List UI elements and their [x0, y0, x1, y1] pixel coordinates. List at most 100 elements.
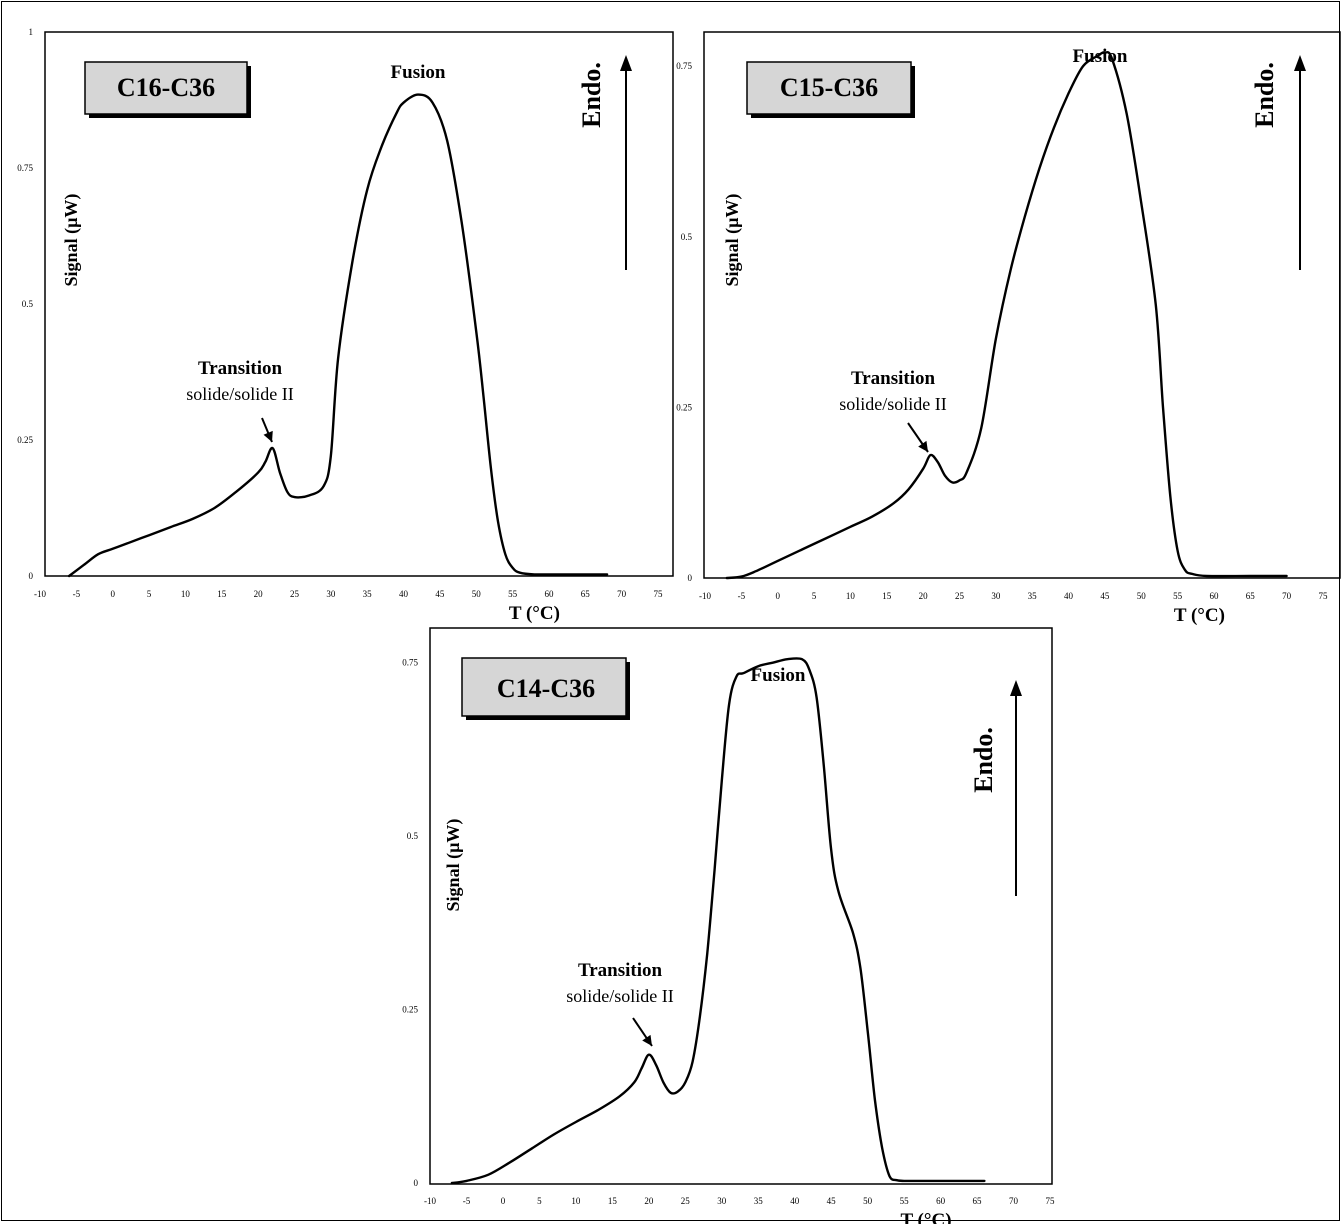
x-tick-label: 65: [1246, 591, 1256, 601]
transition-sublabel: solide/solide II: [839, 394, 946, 414]
transition-pointer-arrowhead: [263, 430, 273, 442]
transition-pointer-arrowhead: [642, 1034, 652, 1046]
x-tick-label: 35: [363, 589, 373, 599]
y-tick-label: 0.5: [22, 299, 34, 309]
plot-frame: [703, 31, 1341, 579]
endo-arrowhead: [1294, 55, 1306, 71]
y-tick-label: 1: [29, 27, 34, 37]
x-tick-label: 0: [775, 591, 780, 601]
chart-panel-C16-C36: 0 0.25 0.5 0.75 1 -10 -5 0 5 10 15 20 25 30 35 40 45 50 55…: [17, 27, 674, 624]
x-tick-label: 75: [1319, 591, 1329, 601]
x-tick-label: 35: [754, 1196, 764, 1206]
x-tick-label: 30: [991, 591, 1001, 601]
y-tick-label: 0.25: [17, 435, 33, 445]
x-tick-label: 30: [326, 589, 336, 599]
x-tick-label: 55: [508, 589, 518, 599]
x-tick-label: 70: [1009, 1196, 1019, 1206]
x-tick-label: 65: [973, 1196, 983, 1206]
sample-label: C15-C36: [780, 73, 878, 102]
transition-label: Transition: [578, 960, 663, 981]
chart-panel-C15-C36: 0 0.25 0.5 0.75 -10 -5 0 5 10 15 20 25 30 35 40 45 50 55 6…: [676, 31, 1341, 626]
x-tick-label: 20: [919, 591, 929, 601]
sample-label: C14-C36: [497, 674, 595, 703]
x-tick-label: 15: [608, 1196, 618, 1206]
dsc-curve: [450, 657, 986, 1185]
x-tick-label: 70: [617, 589, 627, 599]
endo-label: Endo.: [1250, 62, 1279, 128]
x-tick-label: 40: [1064, 591, 1074, 601]
y-axis-label: Signal (µW): [722, 194, 743, 287]
x-tick-label: 0: [501, 1196, 506, 1206]
x-tick-label: 65: [581, 589, 591, 599]
y-tick-label: 0.25: [402, 1005, 418, 1015]
endo-arrowhead: [1010, 680, 1022, 696]
x-tick-label: 10: [846, 591, 856, 601]
sample-box: [746, 61, 912, 115]
x-tick-label: 25: [681, 1196, 691, 1206]
dsc-curve: [67, 93, 609, 578]
plot-frame: [44, 31, 674, 577]
y-tick-label: 0.25: [676, 402, 692, 412]
y-tick-label: 0.75: [402, 658, 418, 668]
sample-box: [84, 61, 248, 115]
x-tick-label: 45: [435, 589, 445, 599]
x-tick-label: 5: [537, 1196, 542, 1206]
y-tick-label: 0.5: [681, 232, 693, 242]
x-tick-label: 60: [936, 1196, 946, 1206]
x-tick-label: 55: [1173, 591, 1183, 601]
y-tick-label: 0: [414, 1178, 419, 1188]
transition-label: Transition: [851, 368, 936, 389]
x-tick-label: -5: [738, 591, 746, 601]
transition-pointer-arrowhead: [918, 440, 928, 452]
x-tick-label: 60: [1209, 591, 1219, 601]
x-tick-label: 35: [1028, 591, 1038, 601]
dsc-curve: [725, 50, 1288, 580]
x-tick-label: 40: [399, 589, 409, 599]
x-tick-label: -10: [699, 591, 711, 601]
x-axis-label: T (°C): [900, 1210, 951, 1224]
x-tick-label: -10: [424, 1196, 436, 1206]
x-tick-label: 75: [654, 589, 664, 599]
x-tick-label: 10: [571, 1196, 581, 1206]
endo-label: Endo.: [577, 62, 606, 128]
x-axis-label: T (°C): [509, 603, 560, 624]
x-tick-label: 25: [955, 591, 965, 601]
x-tick-label: 45: [827, 1196, 837, 1206]
x-tick-label: 20: [644, 1196, 654, 1206]
transition-label: Transition: [198, 358, 283, 379]
sample-label: C16-C36: [117, 73, 215, 102]
x-tick-label: 5: [147, 589, 152, 599]
x-tick-label: 50: [863, 1196, 873, 1206]
y-axis-label: Signal (µW): [61, 194, 82, 287]
x-tick-label: 10: [181, 589, 191, 599]
y-tick-label: 0: [688, 573, 693, 583]
transition-sublabel: solide/solide II: [566, 986, 673, 1006]
transition-sublabel: solide/solide II: [186, 384, 293, 404]
endo-label: Endo.: [969, 727, 998, 793]
fusion-label: Fusion: [1073, 46, 1128, 67]
x-tick-label: 40: [790, 1196, 800, 1206]
y-axis-label: Signal (µW): [443, 819, 464, 912]
x-tick-label: 60: [544, 589, 554, 599]
x-tick-label: -5: [73, 589, 81, 599]
fusion-label: Fusion: [751, 665, 806, 686]
x-tick-label: 55: [900, 1196, 910, 1206]
fusion-label: Fusion: [391, 62, 446, 83]
x-tick-label: 70: [1282, 591, 1292, 601]
x-axis-label: T (°C): [1174, 605, 1225, 626]
x-tick-label: 50: [1137, 591, 1147, 601]
x-tick-label: 50: [472, 589, 482, 599]
endo-arrowhead: [620, 55, 632, 71]
x-tick-label: 45: [1100, 591, 1110, 601]
x-tick-label: -10: [34, 589, 46, 599]
x-tick-label: 30: [717, 1196, 727, 1206]
sample-box: [461, 657, 627, 717]
x-tick-label: 0: [110, 589, 115, 599]
x-tick-label: 25: [290, 589, 300, 599]
y-tick-label: 0.5: [407, 831, 419, 841]
y-tick-label: 0.75: [17, 163, 33, 173]
chart-panel-C14-C36: 0 0.25 0.5 0.75 -10 -5 0 5 10 15 20 25 30 35 40 45 50 55 6…: [402, 627, 1055, 1224]
x-tick-label: 5: [812, 591, 817, 601]
